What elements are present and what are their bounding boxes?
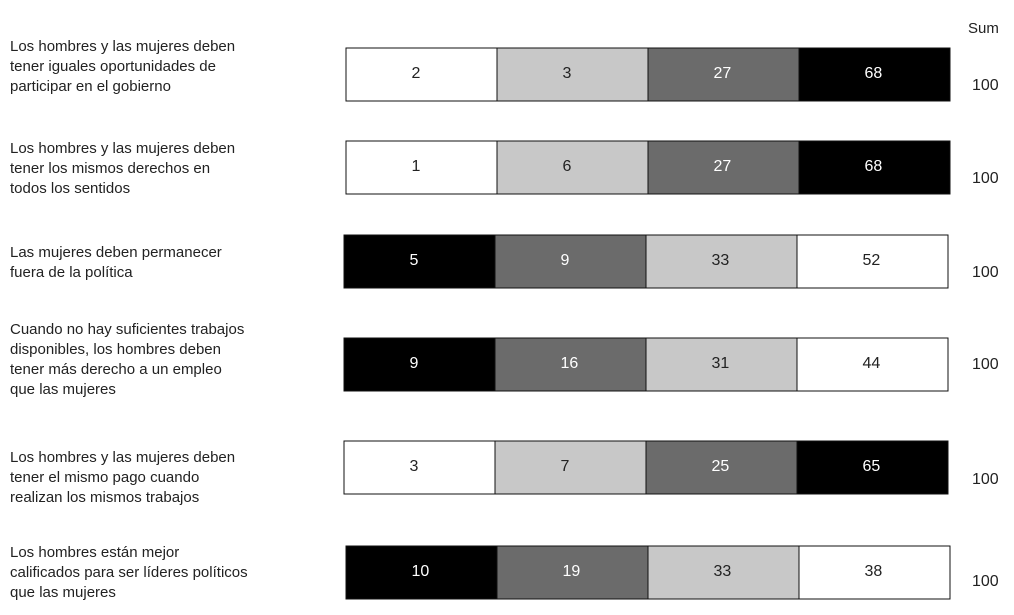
data-label: 16 [561, 355, 579, 372]
row-sum: 100 [972, 170, 999, 187]
bar-row: 1 6 27 68 [345, 140, 951, 195]
data-label: 33 [714, 563, 732, 580]
data-label: 68 [865, 158, 883, 175]
bar-segment [494, 337, 647, 392]
row-sum: 100 [972, 573, 999, 590]
bar-row: 5 9 33 52 [343, 234, 949, 289]
data-label: 52 [863, 252, 881, 269]
data-label: 3 [563, 65, 572, 82]
bar-segment [494, 234, 647, 289]
data-label: 5 [410, 252, 419, 269]
data-label: 9 [410, 355, 419, 372]
data-label: 65 [863, 458, 881, 475]
bar-row: 10 19 33 38 [345, 545, 951, 600]
row-label: Los hombres y las mujeres deben tener el… [10, 449, 236, 506]
data-label: 3 [410, 458, 419, 475]
data-label: 38 [865, 563, 883, 580]
bar-segment [343, 234, 496, 289]
bar-segment [645, 440, 798, 495]
bar-segment [798, 140, 951, 195]
bar-segment [343, 440, 496, 495]
bar-row: 3 7 25 65 [343, 440, 949, 495]
bar-segment [647, 140, 800, 195]
row-label: Los hombres están mejor calificados para… [10, 544, 248, 601]
data-label: 7 [561, 458, 570, 475]
data-label: 33 [712, 252, 730, 269]
data-label: 44 [863, 355, 881, 372]
data-label: 68 [865, 65, 883, 82]
bar-row: 9 16 31 44 [343, 337, 949, 392]
bar-segment [647, 47, 800, 102]
bar-segment [798, 47, 951, 102]
sum-column-header: Sum [968, 20, 999, 37]
row-sum: 100 [972, 471, 999, 488]
bar-row: 2 3 27 68 [345, 47, 951, 102]
data-label: 10 [412, 563, 430, 580]
row-label: Las mujeres deben permanecer fuera de la… [10, 244, 222, 281]
bar-segment [345, 47, 498, 102]
bar-segment [496, 140, 649, 195]
data-label: 19 [563, 563, 581, 580]
data-label: 25 [712, 458, 730, 475]
row-label: Los hombres y las mujeres deben tener lo… [10, 140, 236, 197]
row-label: Cuando no hay suficientes trabajos dispo… [10, 321, 245, 398]
bar-segment [496, 47, 649, 102]
data-label: 9 [561, 252, 570, 269]
data-label: 27 [714, 158, 732, 175]
bar-segment [496, 545, 649, 600]
data-label: 6 [563, 158, 572, 175]
bar-segment [647, 545, 800, 600]
bar-segment [796, 337, 949, 392]
data-label: 31 [712, 355, 730, 372]
bar-segment [796, 440, 949, 495]
data-label: 2 [412, 65, 421, 82]
bar-segment [796, 234, 949, 289]
bar-segment [798, 545, 951, 600]
data-label: 1 [412, 158, 421, 175]
bar-segment [494, 440, 647, 495]
bar-segment [345, 140, 498, 195]
row-sum: 100 [972, 264, 999, 281]
row-sum: 100 [972, 356, 999, 373]
row-sum: 100 [972, 77, 999, 94]
bar-segment [645, 337, 798, 392]
bar-segment [343, 337, 496, 392]
data-label: 27 [714, 65, 732, 82]
bar-segment [645, 234, 798, 289]
row-label: Los hombres y las mujeres deben tener ig… [10, 38, 236, 95]
bar-segment [345, 545, 498, 600]
